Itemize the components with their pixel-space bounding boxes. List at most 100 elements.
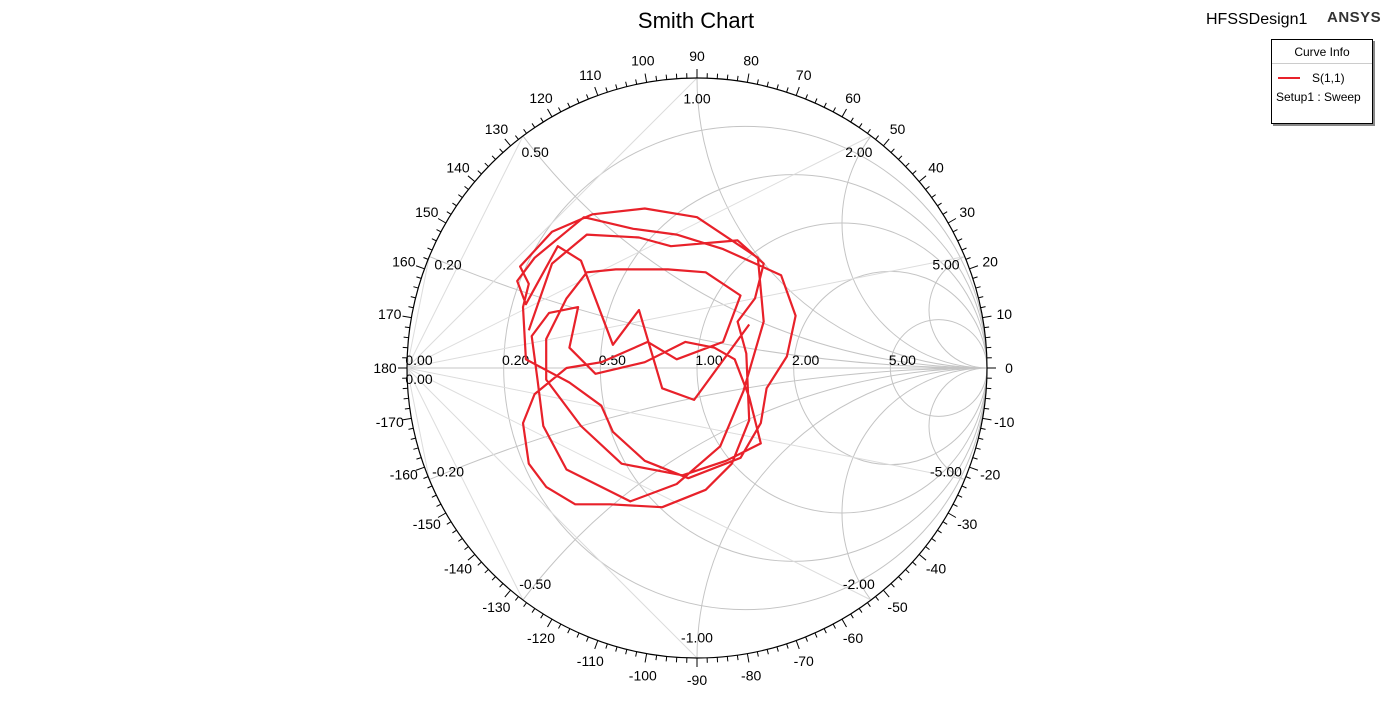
angle-tick — [756, 651, 759, 657]
angle-tick — [972, 276, 978, 279]
angle-tick — [890, 583, 895, 588]
reactance-arc — [928, 251, 987, 369]
angle-tick — [985, 336, 991, 339]
angle-tick-label: -120 — [527, 630, 555, 646]
angle-tick — [832, 623, 836, 629]
angle-tick — [975, 447, 981, 450]
chart-title: Smith Chart — [638, 8, 754, 33]
angle-tick — [875, 596, 880, 601]
angle-tick — [823, 102, 827, 108]
angle-tick — [969, 466, 979, 471]
angle-tick — [918, 554, 927, 561]
angle-tick — [446, 521, 452, 525]
curve-info-legend[interactable]: Curve Info S(1,1) Setup1 : Sweep — [1271, 39, 1373, 124]
angle-tick — [931, 194, 936, 198]
angle-tick — [746, 73, 750, 83]
reactance-label-positive: 0.20 — [434, 256, 461, 272]
angle-tick-label: -100 — [629, 667, 657, 683]
angle-tick — [961, 247, 967, 251]
angle-tick-label: 170 — [378, 306, 402, 322]
angle-tick — [850, 613, 854, 619]
angle-tick — [867, 602, 871, 607]
angle-tick — [427, 485, 433, 489]
angle-tick — [965, 476, 971, 479]
angle-tick-label: -30 — [957, 516, 977, 532]
angle-tick — [499, 148, 504, 153]
angle-tick — [726, 656, 729, 662]
angle-tick — [404, 326, 410, 329]
angle-tick-label: -60 — [843, 630, 863, 646]
angle-tick — [952, 229, 958, 233]
reactance-label-negative: -5.00 — [930, 464, 962, 480]
angle-tick-label: 100 — [631, 53, 655, 69]
angle-tick — [841, 618, 847, 628]
angle-tick — [850, 117, 854, 123]
angle-tick — [402, 417, 412, 421]
resistance-label: 0.20 — [502, 352, 529, 368]
angle-tick — [965, 257, 971, 260]
angle-tick — [531, 608, 536, 613]
angle-tick-label: 30 — [959, 204, 975, 220]
angle-tick-label: -10 — [994, 414, 1014, 430]
angle-tick — [594, 86, 599, 96]
angle-tick — [403, 336, 409, 339]
angle-tick — [504, 589, 511, 598]
angle-tick — [898, 155, 903, 160]
brand-logo-text: ANSYS — [1327, 9, 1382, 26]
reactance-arc — [696, 78, 987, 369]
angle-scale-rim: 0 10 20 30 40 50 60 70 80 90 100 110 120 130 140 150 160… — [373, 48, 1014, 688]
angle-tick — [567, 628, 571, 634]
angle-tick-label: -170 — [376, 414, 404, 430]
angle-tick — [655, 75, 658, 81]
angle-tick — [437, 512, 447, 518]
angle-tick — [635, 79, 638, 85]
angle-tick — [467, 554, 476, 561]
angle-tick — [514, 135, 519, 140]
angle-tick — [972, 457, 978, 460]
angle-tick — [931, 538, 936, 542]
angle-tick — [547, 108, 553, 118]
angle-tick — [431, 238, 437, 242]
angle-tick — [635, 651, 638, 657]
angle-tick-label: 40 — [928, 159, 944, 175]
angle-tick — [484, 569, 489, 574]
angle-tick — [736, 655, 739, 661]
angle-tick-label: -80 — [741, 667, 761, 683]
angle-tick-label: 130 — [485, 121, 509, 137]
guide-line — [407, 255, 965, 369]
angle-tick — [499, 583, 504, 588]
angle-tick — [805, 94, 808, 100]
angle-tick — [423, 476, 429, 479]
angle-tick — [413, 286, 419, 289]
angle-tick — [746, 653, 750, 663]
angle-tick — [942, 211, 948, 215]
angle-tick — [980, 427, 986, 430]
angle-tick — [464, 546, 469, 551]
angle-tick — [540, 613, 544, 619]
angle-tick — [665, 656, 668, 662]
angle-tick — [413, 447, 419, 450]
legend-entry[interactable]: S(1,1) — [1272, 70, 1372, 88]
angle-tick — [644, 73, 648, 83]
angle-tick — [514, 596, 519, 601]
series-line-s11[interactable] — [516, 207, 797, 509]
design-name: HFSSDesign1 — [1206, 11, 1308, 28]
angle-tick — [644, 653, 648, 663]
reactance-label-positive: 1.00 — [683, 90, 710, 106]
edge-label: 0.00 — [405, 371, 432, 387]
angle-tick — [436, 229, 442, 233]
angle-tick — [766, 81, 769, 87]
angle-tick — [467, 175, 476, 182]
angle-tick — [415, 466, 425, 471]
angle-tick — [540, 117, 544, 123]
resistance-circle — [889, 319, 987, 417]
angle-tick — [531, 123, 536, 128]
s11-curve[interactable] — [516, 207, 797, 509]
reactance-arc — [841, 367, 987, 658]
angle-tick — [982, 315, 992, 319]
angle-tick — [615, 646, 618, 652]
guide-line — [407, 367, 698, 658]
angle-tick — [423, 257, 429, 260]
angle-tick — [984, 326, 990, 329]
reactance-arc — [841, 78, 987, 369]
